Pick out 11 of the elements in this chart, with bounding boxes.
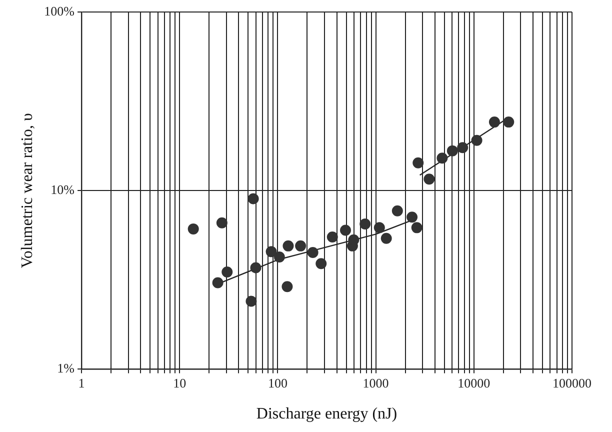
y-tick-label: 10% xyxy=(50,182,75,198)
x-tick-label: 100 xyxy=(268,375,288,390)
y-tick-label: 1% xyxy=(57,360,75,376)
y-tick-label: 100% xyxy=(44,3,75,18)
x-tick-label: 10000 xyxy=(458,375,490,390)
x-tick-label: 100000 xyxy=(552,375,592,390)
y-axis-title: Volumetric wear ratio, υ xyxy=(18,112,36,268)
x-tick-label: 10 xyxy=(173,375,186,390)
x-tick-label: 1 xyxy=(78,375,85,390)
x-axis-title: Discharge energy (nJ) xyxy=(256,406,398,423)
x-tick-label: 1000 xyxy=(362,375,389,390)
